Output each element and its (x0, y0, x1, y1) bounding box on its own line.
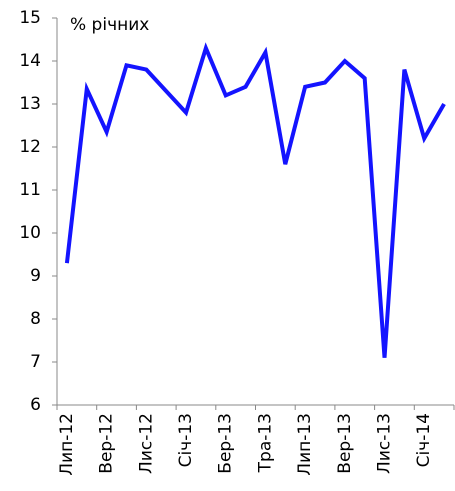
x-tick-label: Лип-13 (295, 413, 315, 476)
x-tick-label: Вер-13 (335, 413, 355, 474)
chart-title: % річних (70, 15, 149, 35)
y-tick-label: 12 (19, 137, 41, 157)
y-tick-label: 14 (19, 51, 41, 71)
x-tick-label: Лип-12 (57, 413, 77, 476)
x-tick-label: Січ-14 (414, 413, 434, 467)
y-tick-label: 13 (19, 94, 41, 114)
data-line (64, 42, 446, 358)
y-tick-label: 11 (19, 180, 41, 200)
x-tick-label: Лис-12 (136, 413, 156, 474)
y-tick-label: 9 (30, 266, 41, 286)
y-tick-label: 8 (30, 309, 41, 329)
y-tick-label: 15 (19, 8, 41, 28)
x-tick-label: Вер-12 (97, 413, 117, 474)
x-tick-label: Січ-13 (176, 413, 196, 467)
x-tick-label: Бер-13 (216, 413, 236, 474)
y-tick-label: 7 (30, 352, 41, 372)
y-tick-label: 6 (30, 395, 41, 415)
x-tick-label: Тра-13 (255, 413, 275, 473)
x-tick-label: Лис-13 (375, 413, 395, 474)
y-tick-label: 10 (19, 223, 41, 243)
